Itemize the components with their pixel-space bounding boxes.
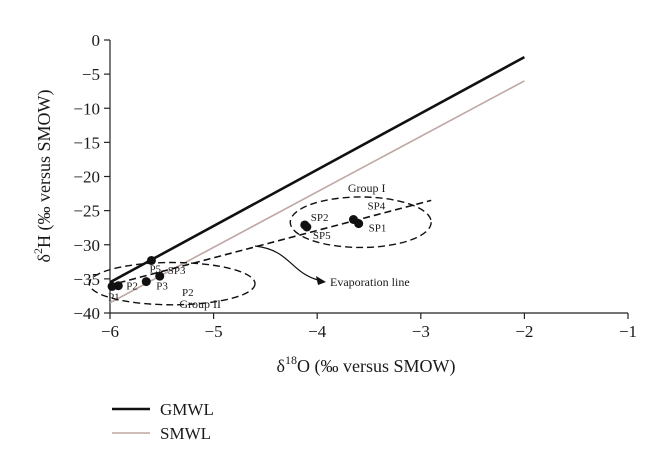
y-axis-ticks: 0 −5 −10 −15 −20 −25 −30 −35 −40 [73,31,110,323]
data-point-label-p5: P5 [149,263,161,275]
group-label-1: Group I [348,181,386,195]
legend-gmwl-label: GMWL [160,400,214,419]
y-tick-label: −15 [73,133,100,152]
data-point-label-p1: P1 [108,291,120,303]
data-point-label-sp3: SP3 [168,265,186,277]
series-line-gmwl [109,55,526,284]
y-tick-label: −40 [73,304,100,323]
x-axis-ticks: −6 −5 −4 −3 −2 −1 [101,313,637,341]
series-line-smwl [109,80,525,304]
x-tick-label: −3 [412,322,430,341]
legend: GMWL SMWL [112,400,214,443]
group-ellipses: Group I Group II [88,181,432,311]
y-axis-label: δ2H (‰ versus SMOW) [31,90,55,263]
y-tick-label: −25 [73,202,100,221]
group-ellipse-2 [88,261,256,306]
evaporation-line-group: Evaporation line [107,199,432,289]
y-tick-label: −30 [73,236,100,255]
data-point-p3 [141,277,151,287]
evaporation-arrow [254,245,319,281]
evaporation-line [107,199,432,287]
y-tick-label: −5 [82,65,100,84]
data-point-sp3 [155,271,165,281]
x-tick-label: −4 [308,322,327,341]
group-label-2: Group II [179,297,221,311]
evaporation-arrowhead [316,276,326,285]
data-point-label-p2: P2 [126,281,138,293]
x-tick-label: −6 [101,322,119,341]
x-tick-label: −2 [515,322,533,341]
y-tick-label: −20 [73,168,100,187]
legend-smwl-label: SMWL [160,424,211,443]
group-ellipse-1 [289,196,432,249]
y-tick-label: 0 [92,31,101,50]
series-lines [109,55,526,304]
data-points [107,214,364,291]
y-tick-label: −10 [73,99,100,118]
data-point-label-p2-secondary: P2 [182,287,194,299]
data-point-label-sp4: SP4 [367,200,385,212]
data-point-label-p3: P3 [156,281,168,293]
y-tick-label: −35 [73,270,100,289]
data-point-label-sp1: SP1 [369,223,387,235]
x-tick-label: −1 [619,322,637,341]
data-point-p2 [113,281,123,291]
data-point-sp1 [354,219,364,229]
x-axis-label: δ18O (‰ versus SMOW) [277,353,456,377]
data-point-label-sp5: SP5 [313,230,331,242]
x-tick-label: −5 [205,322,223,341]
data-point-p5 [146,255,156,265]
data-point-sp5 [302,222,312,232]
data-point-label-sp2: SP2 [311,212,329,224]
evaporation-line-label: Evaporation line [330,275,410,289]
axes [109,40,628,314]
